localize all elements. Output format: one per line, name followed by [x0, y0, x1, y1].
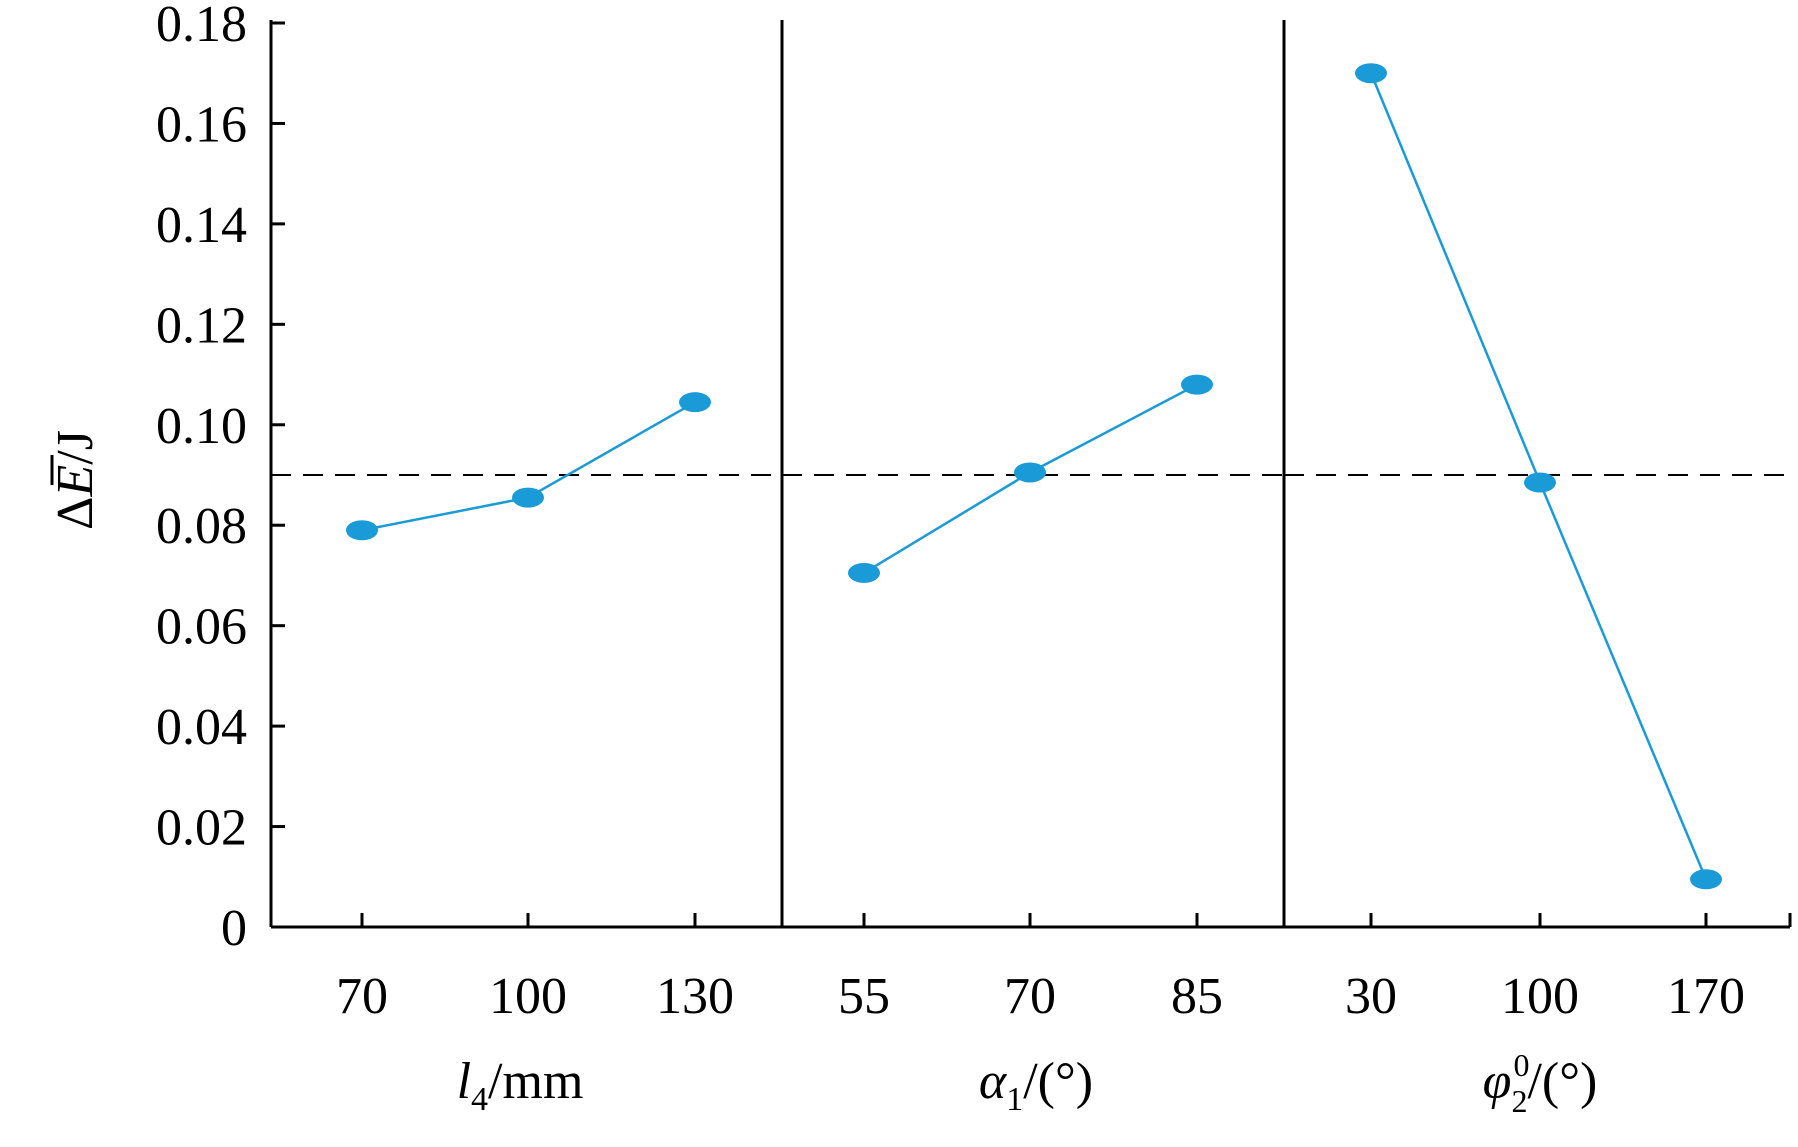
x-axis-label-subscript: 2: [1511, 1083, 1527, 1119]
x-tick-label: 70: [336, 968, 388, 1025]
x-axis-label-symbol: l: [457, 1053, 471, 1110]
y-tick-label: 0.02: [156, 800, 247, 857]
y-tick-label: 0.12: [156, 297, 247, 354]
y-axis-label-symbol: E: [47, 465, 104, 498]
x-axis-label-symbol: α: [979, 1053, 1008, 1110]
y-axis-label: ΔE/J: [47, 430, 104, 530]
data-point: [1355, 63, 1387, 84]
x-axis-label-unit: /(°): [1023, 1053, 1093, 1110]
y-tick-label: 0.18: [156, 0, 247, 53]
x-axis-label-unit: /(°): [1527, 1053, 1597, 1110]
x-axis-label-superscript: 0: [1513, 1047, 1529, 1083]
x-tick-label: 30: [1345, 968, 1397, 1025]
x-axis-label-subscript: 1: [1006, 1081, 1023, 1118]
y-axis-ticks: 0 0.02 0.04 0.06 0.08 0.10 0.12 0.14 0.16 0.18: [156, 0, 285, 957]
series-layer: [346, 63, 1722, 890]
data-point: [1690, 869, 1722, 890]
x-axis-label-panel-1: l4/mm: [457, 1053, 584, 1118]
y-tick-label: 0.08: [156, 498, 247, 555]
x-tick-label: 55: [838, 968, 890, 1025]
y-tick-label: 0.10: [156, 398, 247, 455]
y-tick-label: 0.04: [156, 699, 247, 756]
x-tick-label: 170: [1667, 968, 1745, 1025]
data-point: [679, 392, 711, 413]
data-point: [1524, 472, 1556, 493]
data-point: [512, 487, 544, 508]
y-axis-label-delta: Δ: [47, 497, 104, 530]
y-tick-label: 0.06: [156, 599, 247, 656]
data-point: [1014, 462, 1046, 483]
x-tick-label: 85: [1171, 968, 1223, 1025]
data-point: [848, 562, 880, 583]
series-line-panel-1: [361, 401, 696, 532]
x-axis-label-subscript: 4: [471, 1081, 488, 1118]
x-axis-label-panel-3: φ0 2/(°): [1483, 1047, 1598, 1119]
x-axis-labels: l4/mm α1/(°) φ0 2/(°): [457, 1047, 1598, 1119]
data-point: [346, 520, 378, 541]
x-axis-ticks: 70 100 130 55 70 85 30 100 170: [336, 913, 1745, 1025]
y-tick-label: 0.16: [156, 96, 247, 153]
x-tick-label: 100: [489, 968, 567, 1025]
y-tick-label: 0.14: [156, 197, 247, 254]
x-tick-label: 100: [1501, 968, 1579, 1025]
y-tick-label: 0: [221, 900, 247, 957]
x-axis-label-symbol: φ: [1483, 1053, 1512, 1110]
y-axis-label-unit: /J: [47, 430, 104, 465]
x-tick-label: 130: [656, 968, 734, 1025]
data-point: [1181, 374, 1213, 395]
x-axis-label-unit: /mm: [488, 1053, 583, 1110]
plot-frame: [269, 20, 1792, 929]
x-axis-label-panel-2: α1/(°): [979, 1053, 1093, 1118]
x-tick-label: 70: [1004, 968, 1056, 1025]
